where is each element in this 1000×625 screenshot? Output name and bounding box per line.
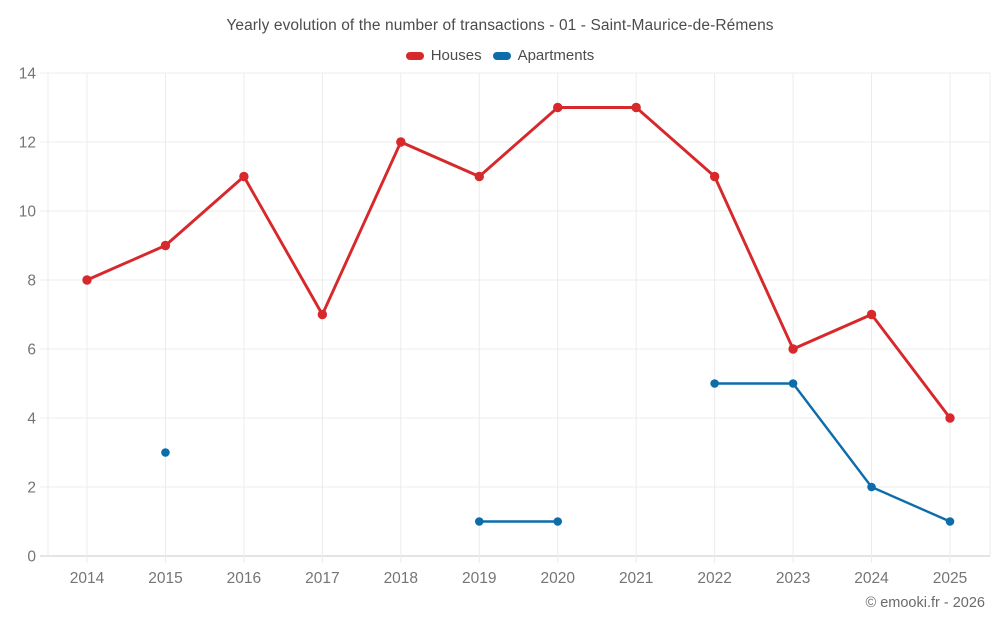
chart-legend: Houses Apartments — [0, 47, 1000, 64]
point-houses-2019[interactable] — [474, 171, 484, 182]
copyright-credit: © emooki.fr - 2026 — [865, 595, 985, 611]
x-tick-label-2020: 2020 — [540, 570, 575, 587]
point-houses-2023[interactable] — [788, 344, 798, 354]
x-tick-label-2018: 2018 — [384, 570, 418, 587]
y-tick-label-4: 4 — [27, 411, 36, 428]
apartments-color-swatch — [492, 51, 511, 60]
point-houses-2015[interactable] — [160, 240, 171, 251]
point-apartments-2025[interactable] — [945, 517, 955, 526]
point-houses-2016[interactable] — [239, 171, 249, 182]
houses-color-swatch — [405, 51, 424, 60]
x-tick-label-2021: 2021 — [619, 570, 653, 587]
legend-item-houses[interactable]: Houses — [405, 47, 482, 64]
series-line-houses — [85, 106, 952, 420]
point-apartments-2015[interactable] — [161, 448, 170, 457]
x-tick-label-2015: 2015 — [148, 570, 182, 587]
point-houses-2014[interactable] — [82, 275, 92, 285]
legend-label-houses: Houses — [430, 47, 482, 64]
point-houses-2022[interactable] — [709, 171, 720, 182]
point-houses-2018[interactable] — [396, 137, 406, 147]
series-line-apartments — [713, 382, 952, 523]
point-houses-2021[interactable] — [631, 102, 641, 113]
chart-title: Yearly evolution of the number of transa… — [226, 17, 774, 34]
y-tick-label-8: 8 — [27, 273, 36, 290]
x-tick-label-2019: 2019 — [462, 570, 496, 587]
point-apartments-2023[interactable] — [788, 379, 798, 388]
y-tick-label-10: 10 — [19, 204, 37, 221]
point-apartments-2020[interactable] — [553, 517, 563, 526]
x-tick-label-2014: 2014 — [70, 570, 105, 587]
point-houses-2024[interactable] — [866, 309, 877, 320]
x-tick-label-2022: 2022 — [697, 570, 731, 587]
x-tick-label-2024: 2024 — [854, 570, 889, 587]
y-tick-label-2: 2 — [27, 480, 36, 497]
y-tick-label-12: 12 — [19, 135, 36, 152]
x-tick-label-2023: 2023 — [776, 570, 810, 587]
legend-label-apartments: Apartments — [517, 47, 595, 64]
point-apartments-2024[interactable] — [867, 482, 876, 492]
x-tick-label-2025: 2025 — [933, 570, 967, 587]
x-tick-label-2017: 2017 — [305, 570, 339, 587]
point-apartments-2019[interactable] — [474, 517, 484, 526]
point-apartments-2022[interactable] — [710, 379, 719, 388]
x-tick-label-2016: 2016 — [227, 570, 261, 587]
y-tick-label-14: 14 — [19, 66, 37, 83]
point-houses-2017[interactable] — [317, 309, 328, 320]
legend-item-apartments[interactable]: Apartments — [492, 47, 595, 64]
y-tick-label-6: 6 — [27, 342, 36, 359]
point-houses-2025[interactable] — [945, 413, 955, 423]
y-tick-label-0: 0 — [27, 549, 36, 566]
point-houses-2020[interactable] — [553, 102, 563, 113]
